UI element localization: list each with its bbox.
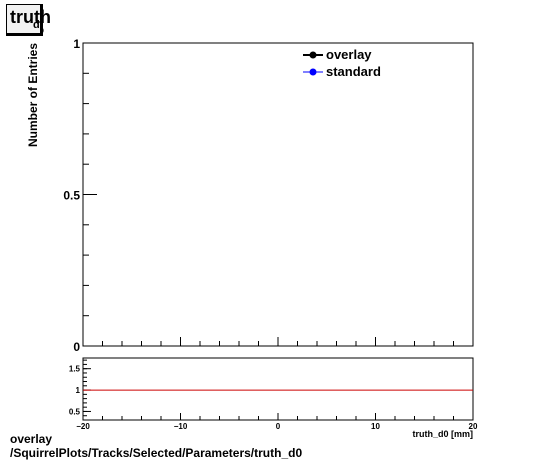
ratio-y-tick-label: 1.5 — [69, 365, 81, 374]
y-tick-label: 0 — [73, 340, 80, 354]
ratio-x-tick-label: −20 — [76, 422, 90, 431]
ratio-x-tick-label: −10 — [174, 422, 188, 431]
y-tick-label: 0.5 — [63, 189, 80, 203]
y-axis-label: Number of Entries — [26, 43, 40, 147]
footer-label: overlay — [10, 432, 53, 446]
ratio-y-tick-label: 0.5 — [69, 407, 81, 416]
ratio-x-tick-label: 10 — [371, 422, 380, 431]
legend-marker-standard — [309, 68, 317, 76]
x-axis-label: truth_d0 [mm] — [413, 429, 474, 439]
ratio-x-tick-label: 0 — [276, 422, 281, 431]
ratio-y-tick-label: 1 — [76, 386, 81, 395]
legend-marker-overlay — [309, 51, 317, 59]
main-plot-frame — [82, 42, 474, 347]
y-tick-label: 1 — [73, 37, 80, 51]
histogram-title-subscript: d — [33, 19, 40, 31]
ratio-plot-frame — [82, 357, 474, 421]
histogram-title-box: truth d 0 — [6, 4, 51, 36]
legend-label-standard: standard — [326, 64, 381, 79]
ratio-x-tick-label: 20 — [469, 422, 478, 431]
histogram-title-subsubscript: 0 — [40, 28, 44, 35]
legend-label-overlay: overlay — [326, 47, 372, 62]
footer-path: /SquirrelPlots/Tracks/Selected/Parameter… — [10, 446, 303, 460]
histogram-title: truth — [10, 7, 51, 27]
